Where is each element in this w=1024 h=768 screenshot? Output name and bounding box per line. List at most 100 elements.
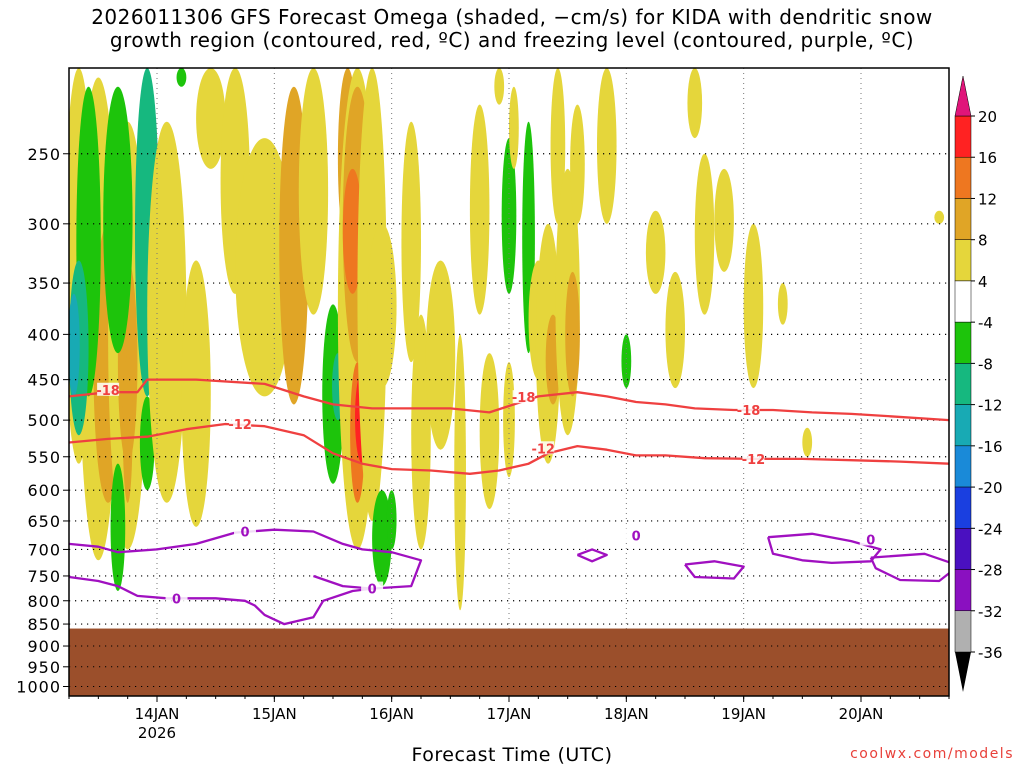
colorbar-label: -32 [978,603,1003,621]
y-axis: 250 300 350 400 450 500 550 600 650 700 750 800 850 9… [16,145,69,697]
colorbar-label: -16 [978,438,1003,456]
y-tick-label: 450 [27,371,61,390]
colorbar-label: 20 [978,108,997,126]
y-tick-label: 800 [27,592,61,611]
contour-label-minus12-bg [532,441,555,455]
omega-shade-cell [621,334,632,389]
omega-shade-cell [110,463,126,592]
contour-label-minus18-bg [512,390,535,404]
chart-title: 2026011306 GFS Forecast Omega (shaded, −… [0,6,1024,52]
x-tick-label: 17JAN [487,705,532,723]
colorbar-swatch [954,569,972,612]
contour-label-minus18: -18 [737,404,761,419]
colorbar-label: -20 [978,479,1003,497]
omega-shade-cell [501,138,517,294]
omega-shade-cell [494,68,505,105]
x-tick-label: 15JAN [252,705,297,723]
y-tick-label: 600 [27,481,61,500]
colorbar-legend: 20 16 12 8 4 -4 -8 -12 -16 -20 -24 -28 -32 -36 [954,75,1003,692]
colorbar-label: -28 [978,562,1003,580]
contour-freezing-lower [69,575,373,626]
contour-freezing-cell [576,548,608,563]
colorbar-swatch [954,363,972,405]
contour-lines: -18 -18 -18 -12 -12 -12 0 0 0 0 0 [69,378,949,626]
colorbar-label: -24 [978,520,1003,538]
contour-label-minus12: -12 [742,453,766,468]
omega-shade-cell [687,68,703,139]
contour-freezing-upper [69,528,423,590]
omega-shade-cell [777,283,788,325]
contour-label-minus18: -18 [96,384,120,399]
contour-label-zero: 0 [368,583,377,598]
y-tick-label: 950 [27,658,61,677]
y-tick-label: 300 [27,215,61,234]
omega-shade-cell [743,223,764,389]
contour-label-zero: 0 [172,592,181,607]
omega-shade-cell [411,314,431,550]
x-tick-label: 16JAN [369,705,414,723]
omega-shade-cell [479,353,500,509]
contour-label-minus18-bg [737,403,760,417]
y-tick-label: 1000 [16,678,61,697]
y-tick-label: 650 [27,512,61,531]
colorbar-bottom-arrow [955,652,971,692]
omega-shade-cell [645,210,666,294]
colorbar-swatch [954,156,972,199]
y-tick-label: 350 [27,274,61,293]
x-tick-label: 20JAN [839,705,884,723]
omega-shade-cell [570,104,585,224]
omega-shade-cell [298,68,329,315]
source-credit[interactable]: coolwx.com/models [850,746,1014,762]
omega-shade-cell [665,271,685,389]
colorbar-swatch [954,445,972,488]
omega-shade-cell [503,362,515,478]
omega-shade-cell [176,68,187,87]
contour-label-minus12: -12 [531,442,555,457]
colorbar-label: 4 [978,273,988,291]
colorbar-swatch [954,486,972,529]
x-tick-label: 18JAN [604,705,649,723]
omega-shade-cell [425,260,456,450]
colorbar-label: 16 [978,149,997,167]
omega-shade-cell [181,260,211,527]
omega-shade-cell [122,353,133,503]
omega-shade-cell [367,223,397,389]
below-ground-fill [69,628,949,696]
omega-shade-cell [69,293,80,397]
y-tick-label: 500 [27,411,61,430]
colorbar-swatch [954,239,972,282]
y-tick-label: 750 [27,567,61,586]
colorbar-label: -36 [978,644,1003,662]
y-tick-label: 250 [27,145,61,164]
omega-shade-cell [565,271,580,397]
contour-label-zero-bg [361,581,384,595]
contour-label-zero-bg [165,591,188,605]
contour-label-minus18: -18 [512,391,536,406]
contour-freezing-cell [766,532,882,565]
colorbar-label: -4 [978,314,993,332]
x-tick-label: 19JAN [721,705,766,723]
omega-shade-cell [401,121,421,363]
colorbar-swatch [954,280,972,323]
contour-freezing-cell [869,552,949,583]
omega-shade-cell [196,68,226,169]
omega-shade-cell [103,86,133,354]
contour-freezing-cell [684,560,745,580]
omega-shade-cell [386,490,397,550]
contour-label-zero-bg [859,532,882,546]
contour-dgz-minus18 [69,378,949,422]
omega-shade-cell [802,427,813,457]
x-tick-sublabel: 2026 [138,724,176,742]
colorbar-top-arrow [954,75,972,117]
omega-shade-cell [714,168,734,272]
colorbar-label: 8 [978,232,988,250]
y-tick-label: 400 [27,325,61,344]
y-tick-label: 850 [27,615,61,634]
colorbar-label: -8 [978,355,993,373]
contour-label-zero-bg [625,528,648,542]
omega-shade-cell [372,490,392,587]
contour-label-minus12-bg [229,416,252,430]
colorbar-label: 12 [978,190,997,208]
